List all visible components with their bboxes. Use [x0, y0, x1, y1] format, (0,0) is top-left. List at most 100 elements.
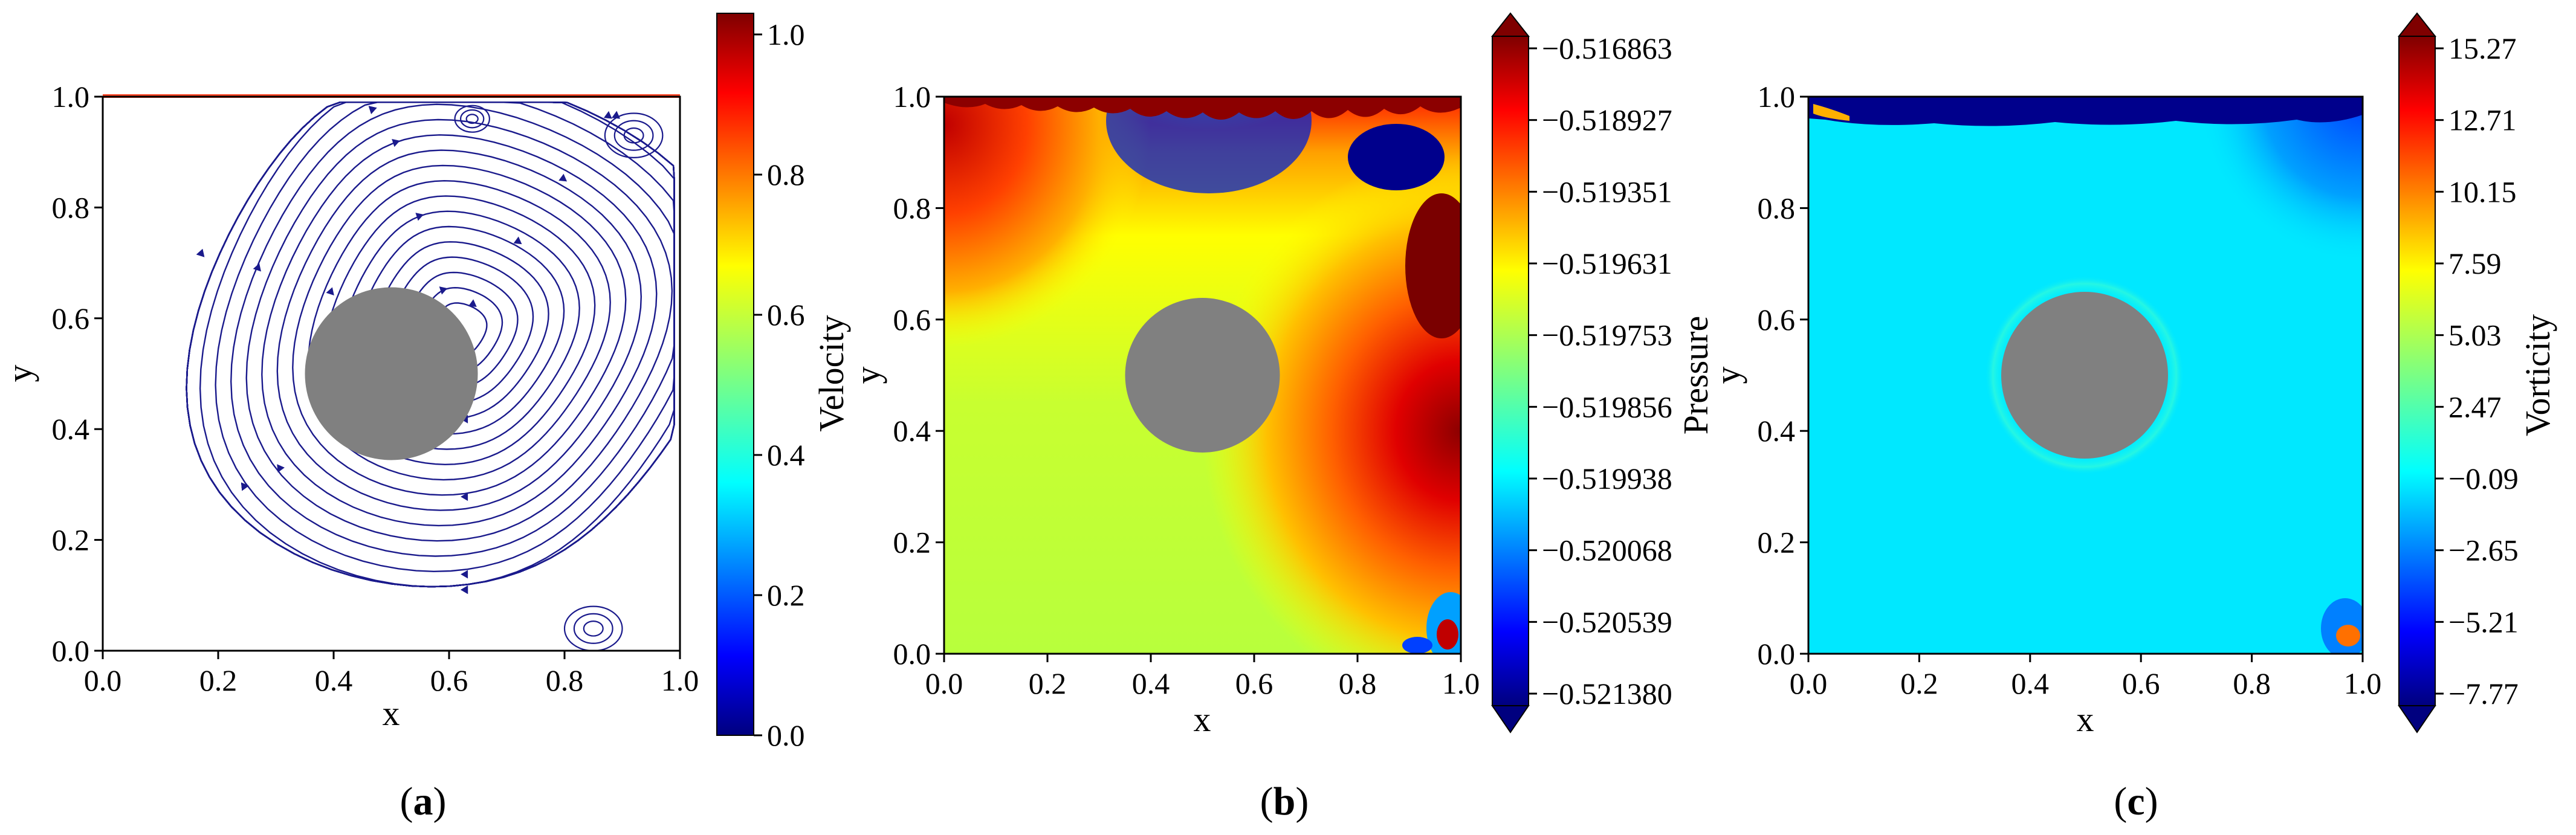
colorbar-tick-label: 2.47 — [2448, 390, 2502, 424]
colorbar-tick-label: −0.09 — [2448, 462, 2519, 495]
panel-b-x-ticks: 0.0 0.2 0.4 0.6 0.8 1.0 — [925, 654, 1480, 700]
panel-c-vorticity: 0.0 0.2 0.4 0.6 0.8 1.0 0.00.20.40.60.81.0 x … — [1708, 12, 2557, 824]
x-tick-label: 0.2 — [1900, 666, 1938, 700]
colorbar-tick-label: 12.71 — [2448, 103, 2517, 137]
y-tick-label: 0.2 — [52, 523, 90, 557]
streamline-arrow — [326, 287, 334, 296]
y-tick-label: 1.0 — [52, 80, 90, 114]
streamline-arrow — [558, 173, 568, 182]
streamline-arrow — [461, 570, 468, 579]
y-tick-label: 1.0 — [893, 80, 931, 114]
x-tick-label: 0.8 — [546, 663, 584, 697]
corner-eddy — [604, 112, 664, 158]
y-tick-label: 0.6 — [52, 301, 90, 335]
y-tick-label: 0.6 — [1758, 303, 1796, 337]
colorbar-tick-label: 0.0 — [767, 718, 805, 752]
colorbar-tick-label: 15.27 — [2448, 31, 2517, 65]
y-tick-label: 0.8 — [1758, 191, 1796, 225]
colorbar-tick-label: −0.518927 — [1542, 103, 1672, 137]
y-tick-label: 0.0 — [1758, 637, 1796, 671]
streamline-arrow — [277, 464, 285, 473]
colorbar-tick-label: −0.516863 — [1542, 31, 1672, 65]
panel-a-streamplot: 0.0 0.2 0.4 0.6 0.8 1.0 0.00.20.40.60.81.0 x … — [0, 13, 851, 824]
panel-a-colorbar-ticks: 0.0 0.2 0.4 0.6 0.8 1.0 — [754, 18, 805, 752]
x-tick-label: 0.4 — [315, 663, 353, 697]
panel-a-caption: (a) — [400, 779, 447, 824]
streamline-arrow — [415, 213, 424, 221]
y-tick-label: 0.2 — [1758, 526, 1796, 559]
x-tick-label: 0.8 — [2233, 666, 2271, 700]
corner-eddy — [573, 613, 613, 644]
y-tick-label: 0.0 — [893, 637, 931, 671]
colorbar-tick-label: −2.65 — [2448, 534, 2519, 567]
streamline — [186, 102, 675, 588]
panel-a-x-ticks: 0.0 0.2 0.4 0.6 0.8 1.0 — [84, 651, 699, 697]
x-tick-label: 0.0 — [1790, 666, 1828, 700]
colorbar-tick-label: 0.6 — [767, 298, 805, 332]
corner-eddy — [583, 620, 604, 637]
colorbar-tick-label: 1.0 — [767, 18, 805, 51]
corner-eddy — [613, 120, 654, 151]
y-tick-label: 0.8 — [893, 191, 931, 225]
x-tick-label: 1.0 — [1442, 666, 1480, 700]
panel-b-frame — [943, 95, 1462, 655]
panel-c-colorbar — [2397, 12, 2437, 733]
panel-c-colorbar-label: Vorticity — [2518, 314, 2557, 436]
corner-eddy — [465, 114, 479, 124]
panel-b-colorbar-ticks: −0.516863 −0.518927 −0.519351 −0.519631 −0.5… — [1529, 31, 1672, 711]
streamline-arrow — [513, 236, 522, 245]
colorbar-tick-label: −5.21 — [2448, 605, 2519, 639]
panel-b-colorbar-label: Pressure — [1676, 316, 1715, 435]
x-tick-label: 0.4 — [2011, 666, 2050, 700]
streamline-arrow — [392, 138, 400, 147]
colorbar-tick-label: −0.519856 — [1542, 390, 1672, 424]
streamline-arrow — [461, 492, 468, 501]
panel-c-xlabel: x — [2077, 700, 2094, 739]
x-tick-label: 0.0 — [925, 666, 963, 700]
panel-b-xlabel: x — [1194, 700, 1211, 739]
panel-a-y-ticks: 0.0 0.2 0.4 0.6 0.8 1.0 — [52, 80, 103, 668]
streamline-arrow — [461, 585, 468, 595]
streamline — [199, 102, 675, 588]
panel-b-caption: (b) — [1260, 779, 1309, 824]
streamline-arrow — [603, 111, 612, 119]
y-tick-label: 0.0 — [52, 634, 90, 668]
streamline-arrow — [196, 248, 205, 257]
corner-eddy — [460, 109, 485, 129]
streamline-arrow — [368, 106, 377, 114]
x-tick-label: 0.6 — [2122, 666, 2160, 700]
x-tick-label: 0.2 — [199, 663, 238, 697]
streamline — [292, 164, 627, 496]
panel-b-pressure: 0.0 0.2 0.4 0.6 0.8 1.0 0.00.20.40.60.81.0 x … — [848, 12, 1715, 824]
panel-a-xlabel: x — [383, 694, 400, 733]
x-tick-label: 0.6 — [1235, 666, 1273, 700]
colorbar-tick-label: 5.03 — [2448, 318, 2502, 352]
y-tick-label: 1.0 — [1758, 80, 1796, 114]
panel-c-caption: (c) — [2114, 779, 2158, 824]
panel-a-colorbar-label: Velocity — [812, 315, 851, 431]
colorbar-tick-label: 10.15 — [2448, 175, 2517, 208]
streamline-arrow — [241, 482, 249, 491]
panel-a-frame — [102, 95, 681, 652]
corner-eddy — [454, 105, 490, 133]
panel-a-colorbar — [716, 13, 754, 736]
colorbar-tick-label: 0.8 — [767, 158, 805, 192]
colorbar-tick-label: −0.519351 — [1542, 175, 1672, 208]
streamline-arrow — [468, 299, 477, 308]
panel-c-y-ticks: 0.0 0.2 0.4 0.6 0.8 1.0 — [1758, 80, 1808, 671]
y-tick-label: 0.2 — [893, 526, 931, 559]
panel-c-colorbar-ticks: 15.27 12.71 10.15 7.59 5.03 2.47 −0.09 −2.65 −5.… — [2435, 31, 2519, 711]
panel-b-colorbar — [1490, 12, 1530, 733]
panel-a-streamlines — [186, 102, 675, 651]
y-tick-label: 0.6 — [893, 303, 931, 337]
streamline — [215, 102, 675, 573]
streamline — [261, 134, 658, 527]
x-tick-label: 0.6 — [430, 663, 468, 697]
colorbar-tick-label: −0.519631 — [1542, 247, 1672, 280]
colorbar-tick-label: 0.2 — [767, 578, 805, 612]
panel-c-x-ticks: 0.0 0.2 0.4 0.6 0.8 1.0 — [1790, 654, 2381, 700]
x-tick-label: 0.8 — [1339, 666, 1377, 700]
y-tick-label: 0.8 — [52, 190, 90, 224]
colorbar-tick-label: −0.520068 — [1542, 534, 1672, 567]
